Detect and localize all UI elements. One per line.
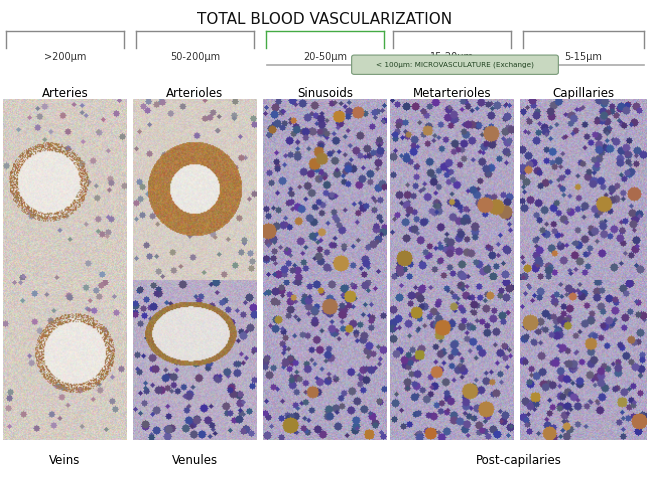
Text: Venules: Venules <box>172 454 218 467</box>
Text: 50 μm: 50 μm <box>396 247 420 253</box>
Text: Veins: Veins <box>49 454 81 467</box>
Text: 50 μm: 50 μm <box>396 406 420 412</box>
Text: 100 μm: 100 μm <box>10 406 38 412</box>
Text: Post-capilaries: Post-capilaries <box>475 454 562 467</box>
Text: 5-15μm: 5-15μm <box>564 52 603 62</box>
Text: TOTAL BLOOD VASCULARIZATION: TOTAL BLOOD VASCULARIZATION <box>198 12 452 27</box>
Text: 50-200μm: 50-200μm <box>170 52 220 62</box>
Text: Arterioles: Arterioles <box>166 87 224 100</box>
Text: Sinusoids: Sinusoids <box>297 87 353 100</box>
Text: Capillaries: Capillaries <box>552 87 614 100</box>
Text: 50 μm: 50 μm <box>270 247 293 253</box>
Text: >200μm: >200μm <box>44 52 86 62</box>
Text: 50 μm: 50 μm <box>526 406 550 412</box>
Text: Arteries: Arteries <box>42 87 88 100</box>
Text: < 100μm: MICROVASCULATURE (Exchange): < 100μm: MICROVASCULATURE (Exchange) <box>376 61 534 68</box>
Text: 50 μm: 50 μm <box>140 247 163 253</box>
Text: 15-20μm: 15-20μm <box>430 52 474 62</box>
Text: 50 μm: 50 μm <box>526 247 550 253</box>
FancyBboxPatch shape <box>352 55 558 74</box>
Text: Metarterioles: Metarterioles <box>413 87 491 100</box>
Text: 50 μm: 50 μm <box>140 406 163 412</box>
Text: 100 μm: 100 μm <box>10 247 38 253</box>
Text: 20-50μm: 20-50μm <box>303 52 347 62</box>
Text: 50 μm: 50 μm <box>270 406 293 412</box>
